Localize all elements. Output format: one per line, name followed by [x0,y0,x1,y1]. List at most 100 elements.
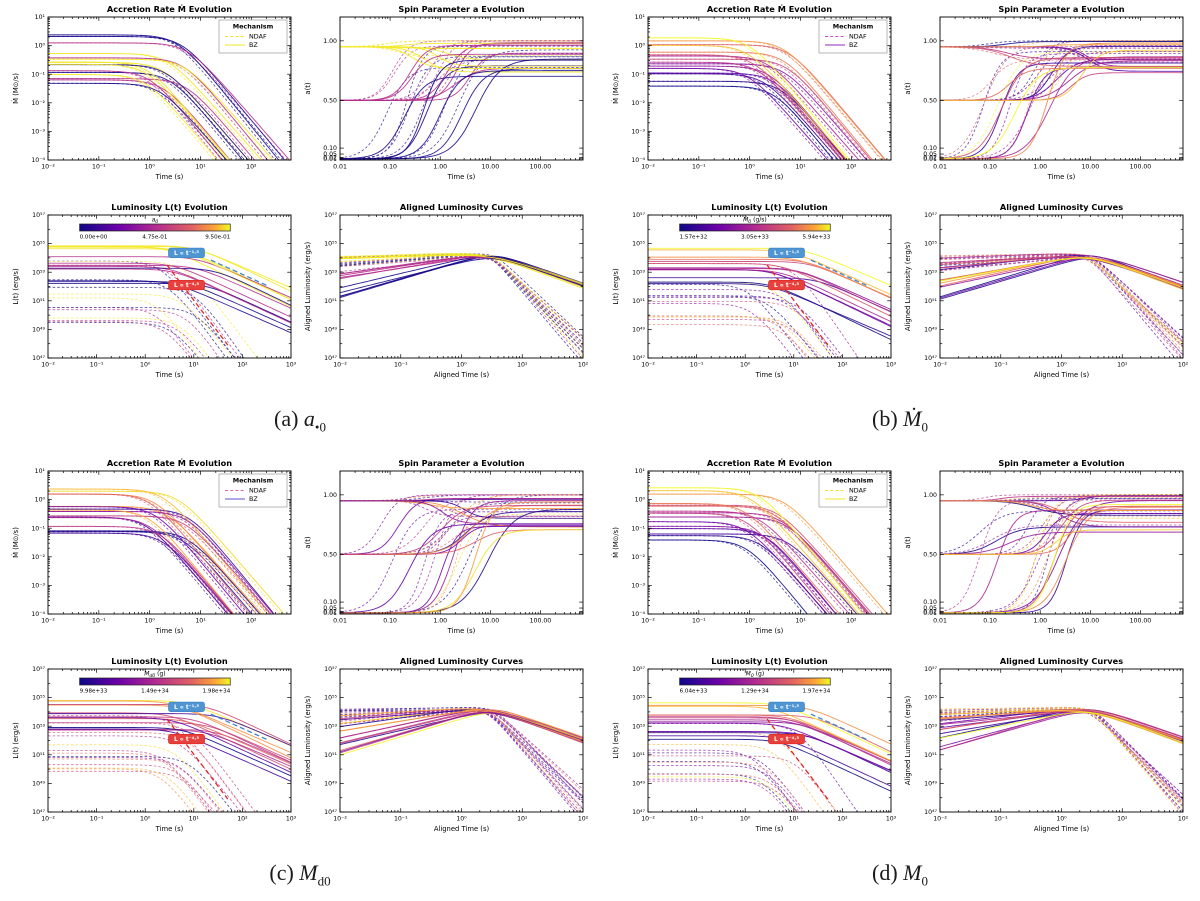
svg-text:10⁵³: 10⁵³ [924,723,937,730]
svg-text:1.00: 1.00 [1033,618,1047,625]
svg-text:10¹: 10¹ [795,618,806,625]
aligned-chart-svg: 10⁻² 10⁻¹ 10⁰ 10¹ 10² 10⁵⁷ 10⁵⁵ 10⁵³ 10⁵¹ 10⁴⁹ 10⁴… [304,202,589,379]
svg-text:10⁰: 10⁰ [35,43,46,50]
aligned-curves [340,253,583,358]
accretion-curves [648,37,887,160]
svg-text:L ∝ t⁻⁴⋅⁵: L ∝ t⁻⁴⋅⁵ [774,282,799,289]
spin-curves [940,494,1183,614]
panel-a-subplot-luminosity: 10⁻² 10⁻¹ 10⁰ 10¹ 10² 10³ 10⁵⁷ 10⁵⁵ 10⁵³ 10⁵¹ 10⁴⁹… [8,200,300,398]
panel-d-subplot-aligned: 10⁻² 10⁻¹ 10⁰ 10¹ 10² 10⁵⁷ 10⁵⁵ 10⁵³ 10⁵¹ 10⁴⁹ 10⁴… [900,654,1192,852]
svg-text:10⁻¹: 10⁻¹ [394,362,408,369]
spin-ylabel: a(t) [904,82,912,94]
luminosity-ylabel: L(t) (erg/s) [12,722,20,759]
caption-c-subscript: d0 [317,873,331,889]
svg-text:L ∝ t⁻¹⋅⁵: L ∝ t⁻¹⋅⁵ [774,704,799,711]
svg-text:0.00e+00: 0.00e+00 [80,235,108,241]
luminosity-chart-svg: 10⁻² 10⁻¹ 10⁰ 10¹ 10² 10³ 10⁵⁷ 10⁵⁵ 10⁵³ 10⁵¹ 10⁴⁹… [612,656,897,833]
svg-text:10⁵³: 10⁵³ [632,723,645,730]
svg-text:10⁵⁵: 10⁵⁵ [32,695,45,702]
svg-text:10⁵³: 10⁵³ [32,269,45,276]
svg-text:0.50: 0.50 [923,98,937,105]
aligned-chart-svg: 10⁻² 10⁻¹ 10⁰ 10¹ 10² 10⁵⁷ 10⁵⁵ 10⁵³ 10⁵¹ 10⁴⁹ 10⁴… [904,202,1189,379]
accretion-ylabel: Ṁ (M⊙/s) [611,527,620,558]
svg-text:10⁻¹: 10⁻¹ [690,362,704,369]
spin-ylabel: a(t) [904,536,912,548]
svg-text:10⁰: 10⁰ [140,816,151,823]
aligned-axes: 10⁻² 10⁻¹ 10⁰ 10¹ 10² 10⁵⁷ 10⁵⁵ 10⁵³ 10⁵¹ 10⁴⁹ 10⁴… [924,666,1189,822]
svg-text:0.01: 0.01 [333,618,347,625]
svg-text:10⁻¹: 10⁻¹ [92,164,106,171]
svg-text:10⁴⁷: 10⁴⁷ [324,355,337,362]
aligned-axes: 10⁻² 10⁻¹ 10⁰ 10¹ 10² 10⁵⁷ 10⁵⁵ 10⁵³ 10⁵¹ 10⁴⁹ 10⁴… [324,212,589,368]
colorbar: a0 0.00e+00 4.75e-01 9.50e-01 [79,217,231,241]
spin-curves [940,40,1183,160]
svg-text:10²: 10² [837,816,848,823]
svg-text:0.01: 0.01 [933,618,947,625]
svg-text:10¹: 10¹ [635,468,646,475]
svg-text:Mechanism: Mechanism [833,477,874,485]
svg-text:10.00: 10.00 [1081,618,1099,625]
svg-text:10⁻²: 10⁻² [41,362,55,369]
caption-b: (b) Ṁ0 [600,406,1200,435]
luminosity-title: Luminosity L(t) Evolution [711,202,828,212]
accretion-curves [48,34,291,160]
svg-text:0.01: 0.01 [333,164,347,171]
aligned-xlabel: Aligned Time (s) [1034,371,1090,379]
svg-text:10⁵¹: 10⁵¹ [924,298,937,305]
spin-ylabel: a(t) [304,82,312,94]
svg-text:10⁵⁵: 10⁵⁵ [32,241,45,248]
svg-text:1.00: 1.00 [923,492,937,499]
svg-text:0.05: 0.05 [923,605,937,612]
svg-text:10⁻²: 10⁻² [631,554,645,561]
accretion-title: Accretion Rate Ṁ Evolution [107,4,232,14]
aligned-title: Aligned Luminosity Curves [400,656,523,666]
svg-text:Mechanism: Mechanism [233,23,274,31]
slope-annotation-shallow: L ∝ t⁻¹⋅⁵ [168,701,270,742]
svg-text:10⁻¹: 10⁻¹ [994,816,1008,823]
svg-text:10⁻¹: 10⁻¹ [31,525,45,532]
caption-a-symbol: a [303,406,315,431]
svg-text:10⁰: 10⁰ [635,497,646,504]
svg-text:10⁴⁷: 10⁴⁷ [924,355,937,362]
svg-text:10⁻²: 10⁻² [631,100,645,107]
caption-c-prefix: (c) [269,860,294,885]
svg-text:0.50: 0.50 [323,98,337,105]
svg-text:10⁴⁷: 10⁴⁷ [324,809,337,816]
svg-text:10⁵¹: 10⁵¹ [632,298,645,305]
slope-annotation-steep: L ∝ t⁻⁴⋅⁵ [166,718,229,800]
accretion-chart-svg: 10⁻² 10⁻¹ 10⁰ 10¹ 10² 10¹ 10⁰ 10⁻¹ 10⁻² 10⁻³ 10⁻⁴ A… [11,4,292,181]
slope-annotation-shallow: L ∝ t⁻¹⋅⁵ [768,701,870,742]
spin-title: Spin Parameter a Evolution [398,4,524,14]
svg-text:10⁻¹: 10⁻¹ [90,362,104,369]
slope-annotation-steep: L ∝ t⁻⁴⋅⁵ [766,718,829,800]
svg-text:BZ: BZ [249,41,258,49]
panel-d-subplot-accretion: 10⁻² 10⁻¹ 10⁰ 10¹ 10² 10¹ 10⁰ 10⁻¹ 10⁻² 10⁻³ 10⁻⁴ A… [608,456,900,654]
panel-b: 10⁻² 10⁻¹ 10⁰ 10¹ 10² 10¹ 10⁰ 10⁻¹ 10⁻² 10⁻³ 10⁻⁴ A… [608,2,1192,398]
svg-text:0.02: 0.02 [923,155,937,162]
svg-text:10⁵³: 10⁵³ [324,269,337,276]
svg-text:9.98e+33: 9.98e+33 [80,689,108,695]
svg-text:10⁵⁵: 10⁵⁵ [632,241,645,248]
svg-text:10⁵³: 10⁵³ [324,723,337,730]
slope-annotation-shallow: L ∝ t⁻¹⋅⁵ [168,247,270,288]
svg-text:10⁻²: 10⁻² [641,816,655,823]
svg-text:1.29e+34: 1.29e+34 [741,689,769,695]
accretion-title: Accretion Rate Ṁ Evolution [107,458,232,468]
spin-axes: 0.01 0.10 1.00 10.00 100.001.000.500.100.050… [323,16,584,171]
accretion-axes: 10⁻² 10⁻¹ 10⁰ 10¹ 10² 10¹ 10⁰ 10⁻¹ 10⁻² 10⁻³ 10⁻⁴ [31,14,292,171]
luminosity-chart-svg: 10⁻² 10⁻¹ 10⁰ 10¹ 10² 10³ 10⁵⁷ 10⁵⁵ 10⁵³ 10⁵¹ 10⁴⁹… [612,202,897,379]
svg-text:10⁵⁷: 10⁵⁷ [324,666,337,673]
svg-text:10²: 10² [237,362,248,369]
svg-text:0.10: 0.10 [923,145,937,152]
aligned-ylabel: Aligned Luminosity (erg/s) [904,696,912,786]
caption-a-subscript: •0 [314,419,326,435]
aligned-ylabel: Aligned Luminosity (erg/s) [304,696,312,786]
svg-text:10⁵⁷: 10⁵⁷ [924,666,937,673]
spin-curves [340,494,583,614]
svg-text:0.02: 0.02 [323,609,337,616]
spin-xlabel: Time (s) [1047,173,1076,181]
luminosity-xlabel: Time (s) [755,371,784,379]
svg-text:BZ: BZ [249,495,258,503]
